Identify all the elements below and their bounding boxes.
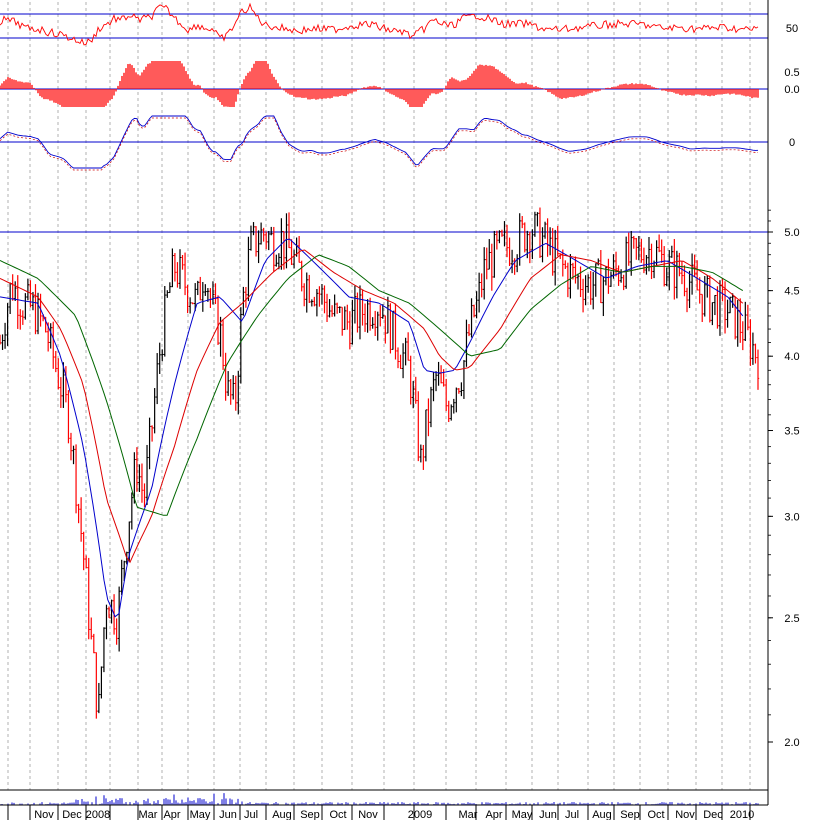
x-tick-label: Dec bbox=[703, 809, 723, 820]
x-tick-label: May bbox=[512, 809, 533, 820]
oscillator-panel-2 bbox=[0, 115, 768, 171]
osc2-tick-label: 0 bbox=[789, 137, 795, 149]
x-tick-label: Apr bbox=[485, 809, 502, 820]
oscillator-panel-1 bbox=[0, 2, 768, 46]
x-tick-label: Dec bbox=[62, 809, 82, 820]
x-tick-label: Nov bbox=[675, 809, 695, 820]
volume-strip bbox=[0, 793, 759, 805]
grid-lines bbox=[7, 2, 751, 790]
x-tick-label: Oct bbox=[329, 809, 346, 820]
osc2-signal-line bbox=[0, 117, 759, 171]
x-tick-label: Sep bbox=[300, 809, 320, 820]
x-tick-label: Oct bbox=[647, 809, 664, 820]
x-axis: Nov Dec 2008 Mar Apr May Jun Jul Aug Sep Oct Nov 200… bbox=[7, 805, 754, 820]
histogram-panel bbox=[0, 61, 768, 107]
y-tick-label: 4.0 bbox=[784, 351, 799, 363]
x-tick-label: 2009 bbox=[408, 809, 432, 820]
x-tick-label: Nov bbox=[358, 809, 378, 820]
x-tick-label: 2008 bbox=[86, 809, 110, 820]
x-tick-label: Jun bbox=[219, 809, 237, 820]
x-tick-label: Jun bbox=[539, 809, 557, 820]
osc1-tick-label: 50 bbox=[786, 23, 798, 35]
histogram-tick-label: 0.0 bbox=[784, 84, 799, 96]
x-tick-label: Mar bbox=[139, 809, 158, 820]
osc2-line bbox=[0, 115, 759, 169]
osc1-line bbox=[0, 2, 759, 46]
moving-average-line bbox=[0, 249, 744, 564]
x-tick-label: Nov bbox=[34, 809, 54, 820]
y-tick-label: 5.0 bbox=[784, 227, 799, 239]
x-tick-label: Apr bbox=[163, 809, 180, 820]
x-tick-label: 2010 bbox=[730, 809, 754, 820]
x-tick-label: Jul bbox=[565, 809, 579, 820]
y-tick-label: 2.0 bbox=[784, 737, 799, 749]
moving-average-line bbox=[0, 238, 744, 618]
histogram-tick-label: 0.5 bbox=[784, 67, 799, 79]
y-tick-label: 4.5 bbox=[784, 286, 799, 298]
moving-average-line bbox=[0, 254, 744, 516]
price-panel bbox=[0, 207, 768, 719]
x-tick-label: Aug bbox=[272, 809, 292, 820]
x-tick-label: May bbox=[190, 809, 211, 820]
x-tick-label: Jul bbox=[244, 809, 258, 820]
x-tick-label: Aug bbox=[592, 809, 612, 820]
y-tick-label: 3.5 bbox=[784, 426, 799, 438]
y-axis: 5.0 4.5 4.0 3.5 3.0 2.5 2.0 50 0.5 0.0 0 bbox=[0, 0, 800, 806]
y-tick-label: 3.0 bbox=[784, 511, 799, 523]
x-tick-label: Sep bbox=[620, 809, 640, 820]
y-tick-label: 2.5 bbox=[784, 613, 799, 625]
x-tick-label: Mar bbox=[459, 809, 478, 820]
